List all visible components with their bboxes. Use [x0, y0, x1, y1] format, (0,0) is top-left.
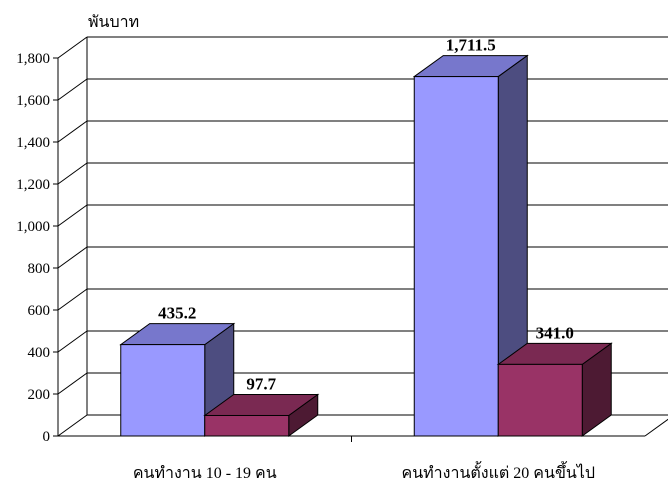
y-tick-label: 800: [28, 261, 51, 277]
gridline-depth: [57, 120, 88, 143]
gridline-depth: [57, 372, 88, 395]
y-tick-label: 1,600: [16, 93, 50, 109]
y-tick-label: 0: [43, 429, 51, 445]
y-tick-label: 600: [28, 303, 51, 319]
x-category-label: คนทำงาน 10 - 19 คน: [133, 465, 277, 482]
data-label: 435.2: [158, 304, 196, 323]
gridline-depth: [57, 330, 88, 353]
y-tick-label: 1,000: [16, 219, 50, 235]
floor-right-edge: [644, 418, 668, 437]
labels: 0 200 400 600 800 1,000 1,200 1,400 1,600 1,800 43…: [16, 36, 595, 482]
gridline-depth: [57, 162, 88, 185]
gridline-depth: [57, 78, 88, 101]
y-tick-label: 1,200: [16, 177, 50, 193]
gridline-depth: [57, 36, 88, 59]
bar: [120, 344, 206, 437]
data-label: 341.0: [536, 323, 574, 342]
gridline-depth: [57, 204, 88, 227]
y-axis-unit-label: พันบาท: [88, 14, 139, 31]
y-tick-label: 1,400: [16, 135, 50, 151]
bar: [204, 414, 290, 437]
gridline-depth: [57, 414, 88, 437]
data-label: 97.7: [246, 374, 276, 393]
y-tick-label: 200: [28, 387, 51, 403]
x-category-label: คนทำงานตั้งแต่ 20 คนขึ้นไป: [401, 461, 595, 482]
data-label: 1,711.5: [446, 36, 496, 55]
bar: [497, 363, 583, 437]
y-tick-label: 1,800: [16, 51, 50, 67]
y-tick-label: 400: [28, 345, 51, 361]
gridline-depth: [57, 288, 88, 311]
bar: [413, 76, 499, 437]
bars: [119, 54, 613, 437]
gridline-depth: [57, 246, 88, 269]
